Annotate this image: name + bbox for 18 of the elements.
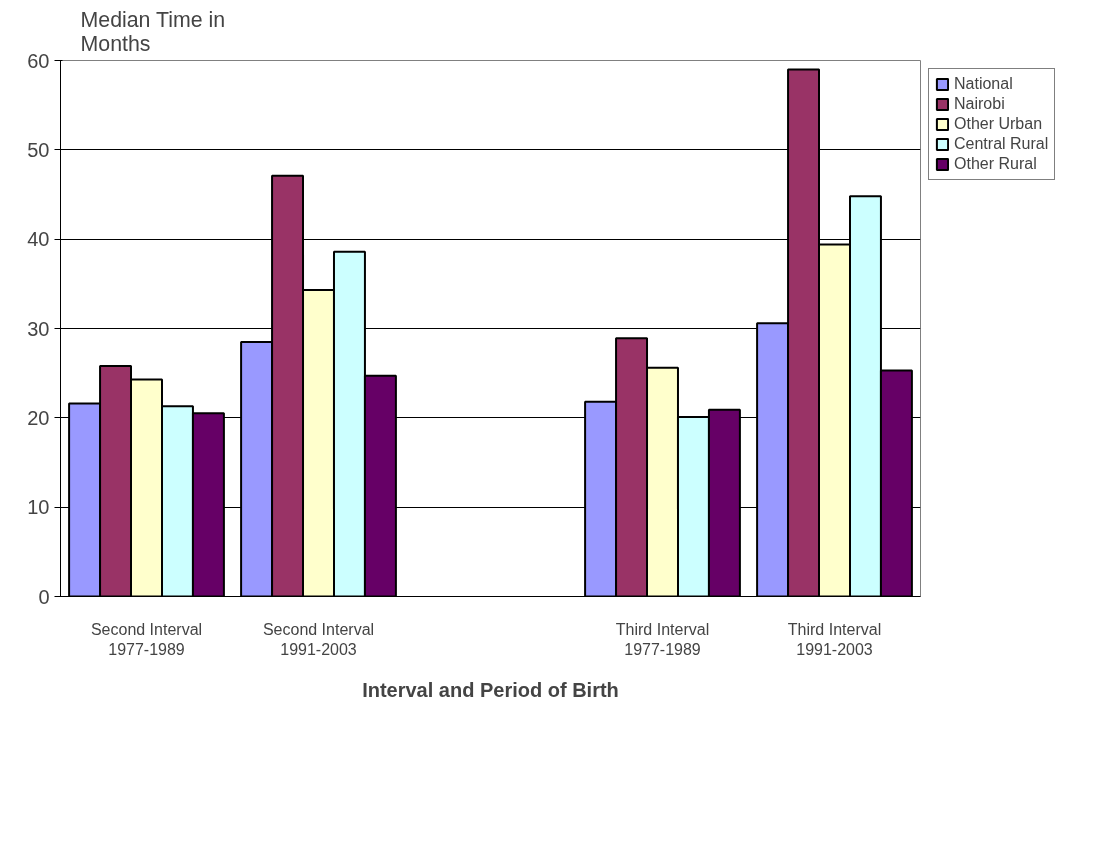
y-axis-title: Median Time in Months <box>80 7 226 56</box>
y-tick-label: 0 <box>38 585 50 608</box>
x-tick-label: Second Interval 1977-1989 <box>90 620 203 658</box>
legend-label: Nairobi <box>954 95 1005 113</box>
legend-label: National <box>954 75 1013 93</box>
y-tick-label: 20 <box>27 406 50 429</box>
legend-label: Other Urban <box>954 115 1043 133</box>
y-tick-label: 10 <box>27 496 50 519</box>
legend-label: Central Rural <box>954 135 1049 153</box>
x-tick-label: Third Interval 1991-2003 <box>787 620 882 658</box>
x-tick-label: Third Interval 1977-1989 <box>615 620 710 658</box>
legend-label: Other Rural <box>954 155 1037 173</box>
y-tick-label: 40 <box>27 228 50 251</box>
y-tick-label: 30 <box>27 317 50 340</box>
x-tick-label: Second Interval 1991-2003 <box>262 620 375 658</box>
y-tick-label: 50 <box>27 138 50 161</box>
y-tick-label: 60 <box>27 49 50 72</box>
x-axis-title: Interval and Period of Birth <box>362 678 619 701</box>
